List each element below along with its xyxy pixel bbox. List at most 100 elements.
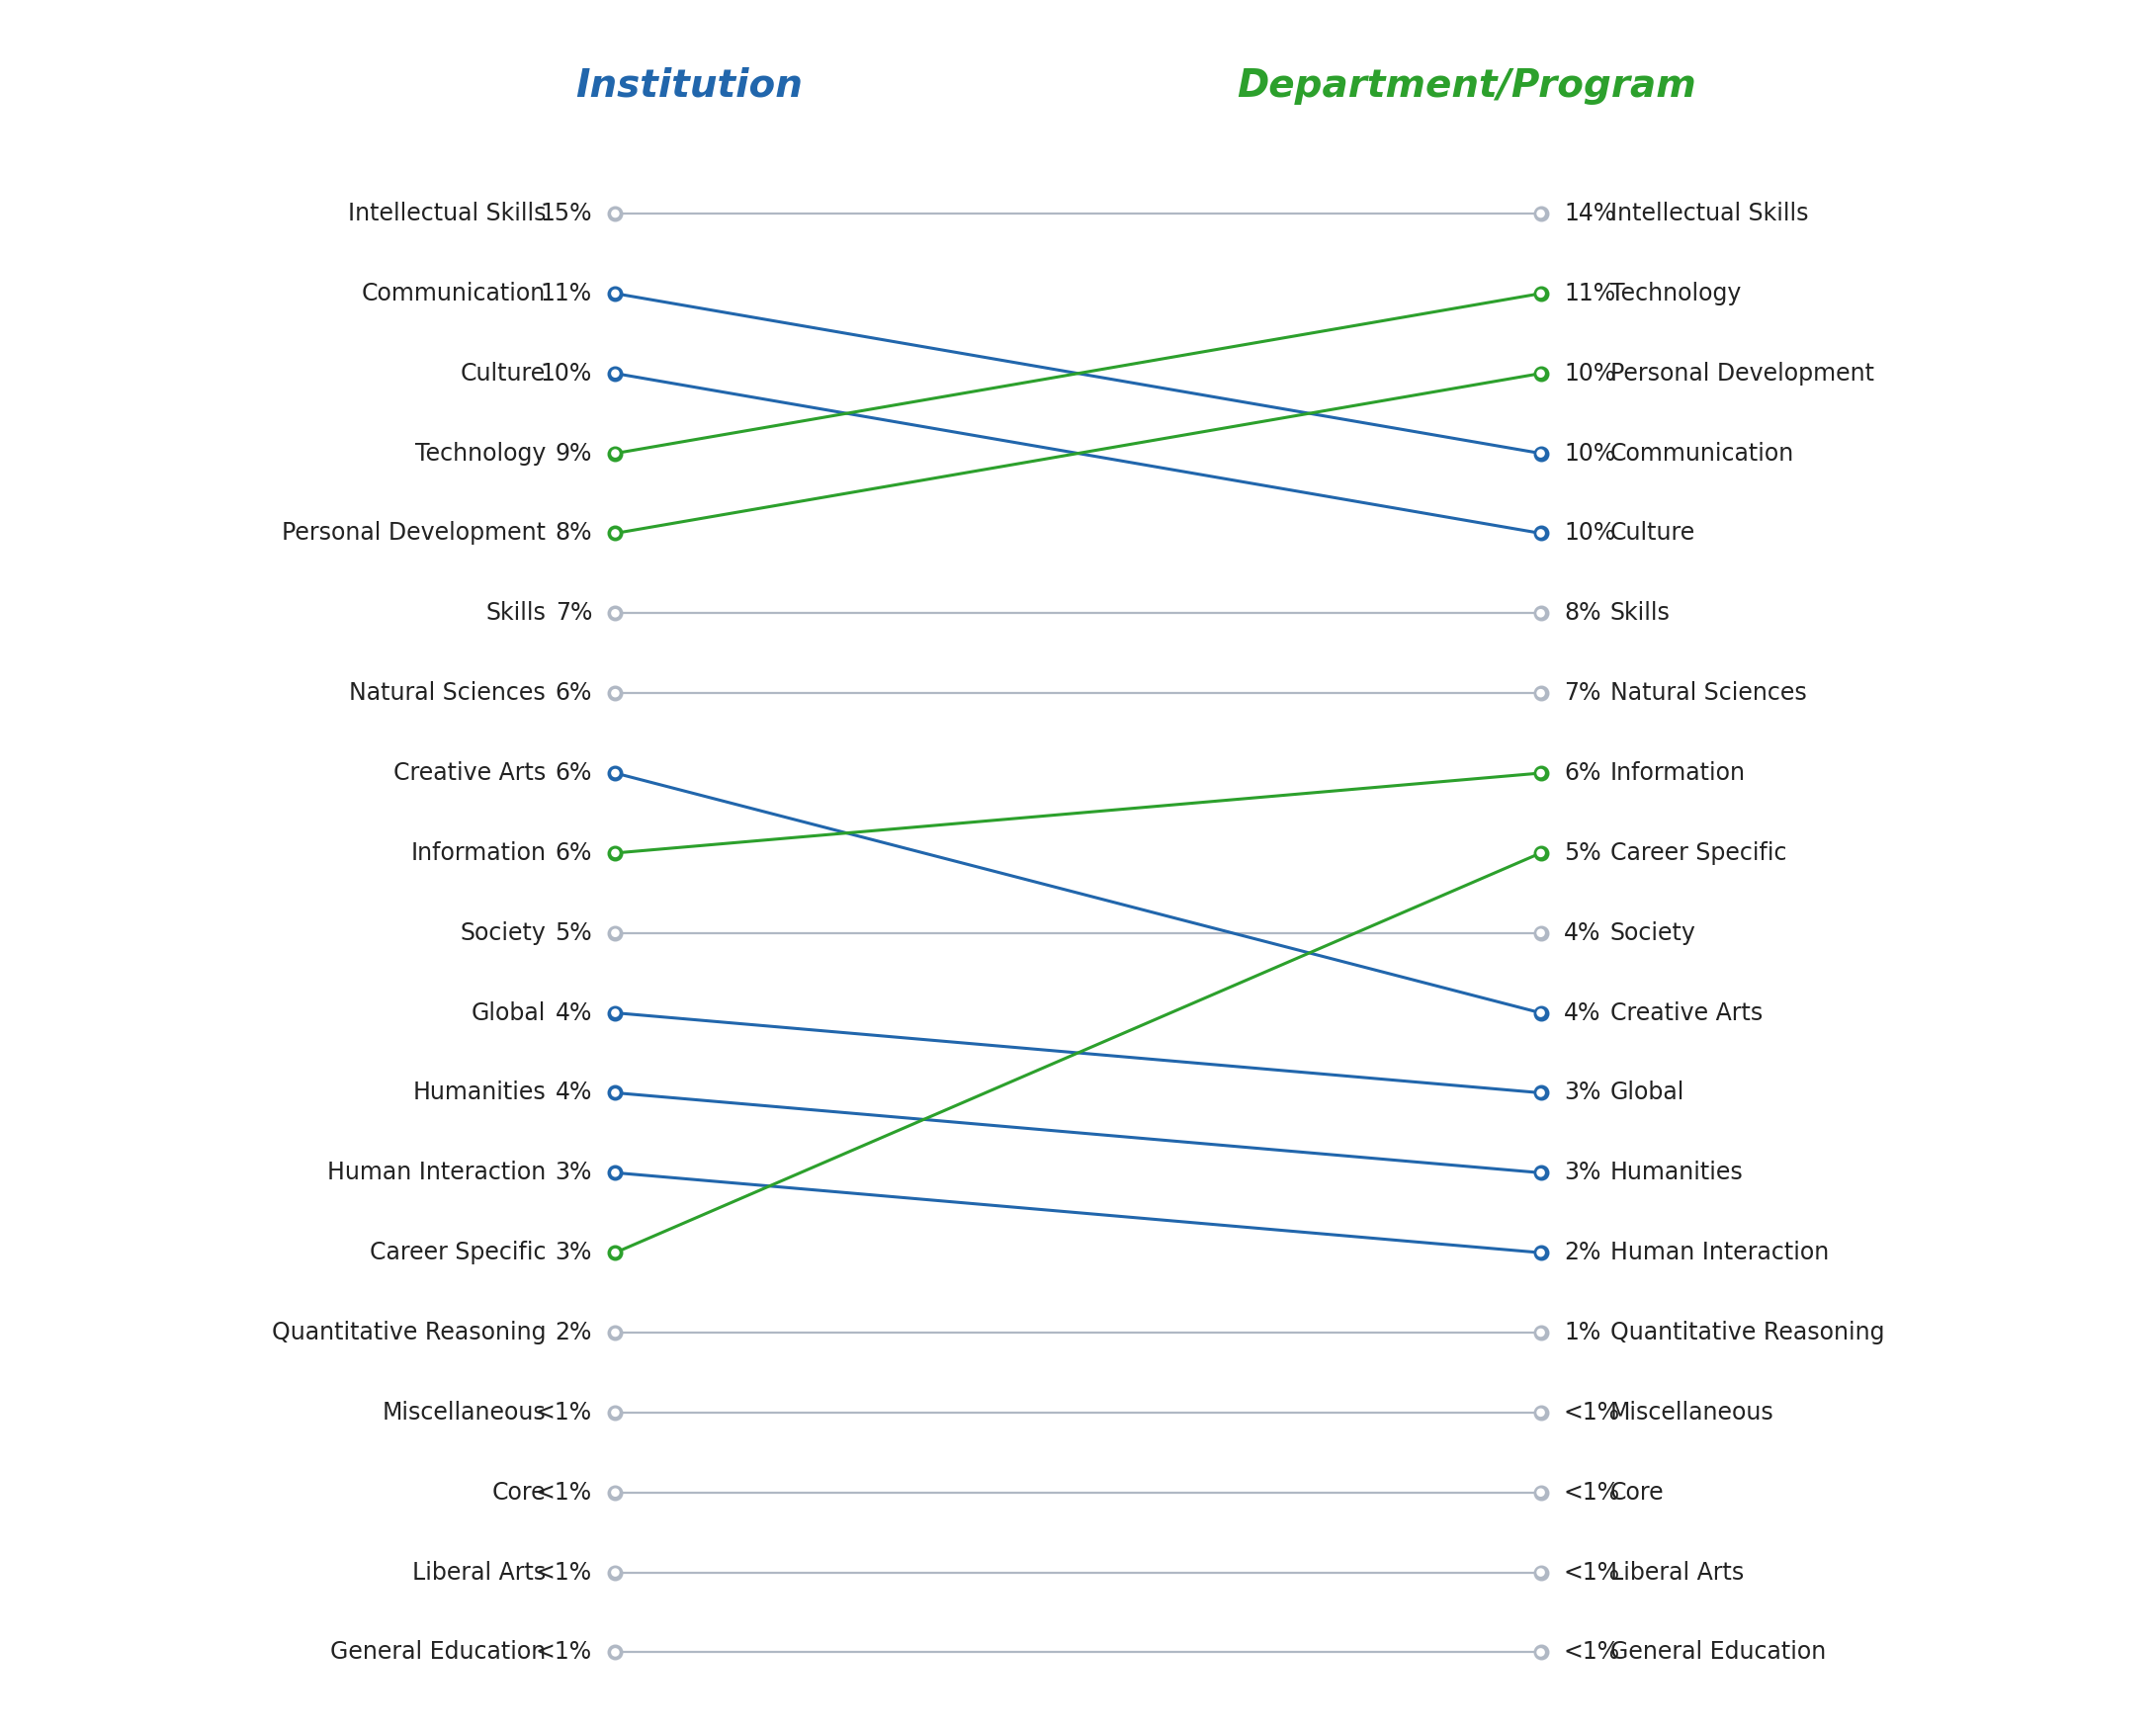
Point [597, 280, 632, 308]
Text: Liberal Arts: Liberal Arts [1611, 1560, 1744, 1585]
Text: Culture: Culture [461, 362, 545, 386]
Text: <1%: <1% [1563, 1481, 1621, 1505]
Point [1524, 199, 1559, 227]
Point [1524, 1398, 1559, 1426]
Point [597, 919, 632, 946]
Text: 6%: 6% [1563, 761, 1600, 785]
Text: 10%: 10% [1563, 362, 1615, 386]
Point [1524, 1318, 1559, 1346]
Text: Human Interaction: Human Interaction [1611, 1240, 1828, 1265]
Text: Culture: Culture [1611, 521, 1695, 545]
Point [1524, 680, 1559, 708]
Point [1524, 759, 1559, 787]
Point [1524, 1239, 1559, 1266]
Text: 4%: 4% [556, 1081, 593, 1105]
Text: General Education: General Education [330, 1640, 545, 1664]
Point [1524, 839, 1559, 867]
Text: Humanities: Humanities [1611, 1161, 1744, 1185]
Text: Communication: Communication [362, 282, 545, 306]
Point [1524, 998, 1559, 1026]
Point [597, 680, 632, 708]
Point [597, 1080, 632, 1107]
Point [1524, 1479, 1559, 1507]
Point [597, 1398, 632, 1426]
Point [1524, 1239, 1559, 1266]
Point [1524, 1479, 1559, 1507]
Point [1524, 1159, 1559, 1187]
Text: 5%: 5% [1563, 841, 1602, 865]
Text: 14%: 14% [1563, 202, 1615, 225]
Point [597, 1559, 632, 1586]
Point [597, 519, 632, 547]
Text: <1%: <1% [535, 1481, 593, 1505]
Text: Technology: Technology [414, 441, 545, 465]
Text: 6%: 6% [556, 682, 593, 706]
Text: Human Interaction: Human Interaction [328, 1161, 545, 1185]
Point [597, 680, 632, 708]
Point [1524, 919, 1559, 946]
Text: 10%: 10% [1563, 521, 1615, 545]
Point [597, 1239, 632, 1266]
Text: Personal Development: Personal Development [282, 521, 545, 545]
Text: 2%: 2% [556, 1320, 593, 1344]
Text: Institution: Institution [576, 67, 802, 104]
Point [1524, 680, 1559, 708]
Point [1524, 360, 1559, 388]
Point [597, 1318, 632, 1346]
Text: 3%: 3% [1563, 1161, 1600, 1185]
Text: Personal Development: Personal Development [1611, 362, 1874, 386]
Point [1524, 199, 1559, 227]
Text: Information: Information [410, 841, 545, 865]
Point [1524, 1159, 1559, 1187]
Point [1524, 839, 1559, 867]
Point [1524, 1080, 1559, 1107]
Point [597, 1638, 632, 1666]
Point [597, 1159, 632, 1187]
Point [1524, 1638, 1559, 1666]
Text: Creative Arts: Creative Arts [392, 761, 545, 785]
Text: 11%: 11% [541, 282, 593, 306]
Text: Career Specific: Career Specific [1611, 841, 1787, 865]
Point [597, 1479, 632, 1507]
Text: Society: Society [1611, 920, 1697, 945]
Point [1524, 1318, 1559, 1346]
Point [597, 519, 632, 547]
Point [597, 919, 632, 946]
Text: 9%: 9% [556, 441, 593, 465]
Text: 3%: 3% [556, 1161, 593, 1185]
Text: Creative Arts: Creative Arts [1611, 1002, 1764, 1024]
Point [1524, 599, 1559, 626]
Point [1524, 439, 1559, 467]
Point [597, 1398, 632, 1426]
Point [1524, 599, 1559, 626]
Text: 4%: 4% [556, 1002, 593, 1024]
Point [597, 1479, 632, 1507]
Text: 7%: 7% [556, 602, 593, 625]
Point [1524, 998, 1559, 1026]
Text: 3%: 3% [556, 1240, 593, 1265]
Point [597, 1638, 632, 1666]
Point [597, 599, 632, 626]
Point [597, 839, 632, 867]
Text: 4%: 4% [1563, 1002, 1600, 1024]
Point [597, 1318, 632, 1346]
Text: 2%: 2% [1563, 1240, 1600, 1265]
Text: Core: Core [492, 1481, 545, 1505]
Point [1524, 919, 1559, 946]
Point [1524, 280, 1559, 308]
Text: <1%: <1% [1563, 1560, 1621, 1585]
Text: Information: Information [1611, 761, 1746, 785]
Text: Liberal Arts: Liberal Arts [412, 1560, 545, 1585]
Text: <1%: <1% [1563, 1401, 1621, 1424]
Point [597, 1239, 632, 1266]
Text: Intellectual Skills: Intellectual Skills [1611, 202, 1809, 225]
Text: 11%: 11% [1563, 282, 1615, 306]
Text: <1%: <1% [1563, 1640, 1621, 1664]
Text: Society: Society [459, 920, 545, 945]
Text: <1%: <1% [535, 1560, 593, 1585]
Point [597, 998, 632, 1026]
Point [597, 1559, 632, 1586]
Text: Skills: Skills [485, 602, 545, 625]
Text: Global: Global [1611, 1081, 1684, 1105]
Text: Core: Core [1611, 1481, 1664, 1505]
